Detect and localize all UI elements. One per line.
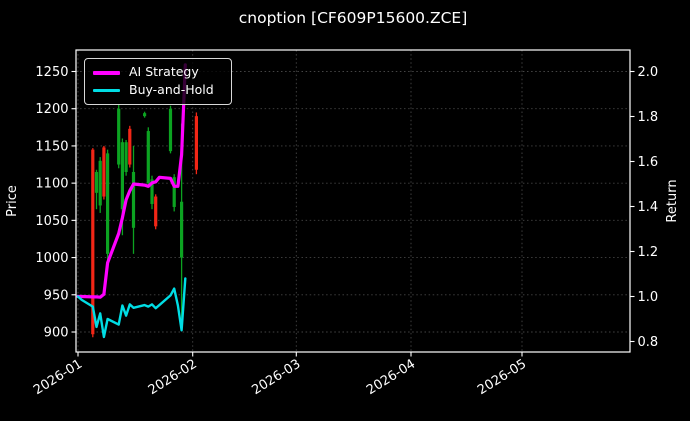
candle-body (150, 179, 154, 204)
price-tick-label: 1150 (35, 139, 68, 154)
buy-and-hold-line-swatch (93, 88, 120, 92)
series-line-buy-and-hold (76, 277, 187, 339)
candle-body (106, 153, 110, 254)
return-tick-label: 1.4 (638, 200, 659, 215)
price-tick-label: 1250 (35, 65, 68, 80)
price-tick-label: 1100 (35, 177, 68, 192)
candle-layer (91, 104, 198, 338)
legend-item-buy-and-hold: Buy-and-Hold (93, 84, 223, 97)
candle-body (146, 131, 150, 184)
legend-item-ai-strategy: AI Strategy (93, 66, 223, 79)
price-tick-label: 1000 (35, 251, 68, 266)
plot-border (75, 49, 631, 353)
price-tick-label: 900 (44, 326, 69, 341)
return-tick-label: 1.2 (638, 245, 659, 260)
series-line-ai-strategy (76, 63, 187, 299)
candle-body (131, 171, 136, 228)
x-tick-label: 2026-03 (249, 357, 303, 399)
return-tick-label: 1.0 (638, 290, 659, 305)
legend-label-ai-strategy: AI Strategy (129, 64, 199, 80)
return-tick-label: 2.0 (638, 65, 659, 80)
candle-body (91, 149, 95, 335)
chart-title: cnoption [CF609P15600.ZCE] (239, 9, 468, 27)
candle-body (172, 177, 176, 207)
candle-body (102, 147, 106, 197)
candle-body (124, 142, 128, 172)
price-tick-label: 1200 (35, 102, 68, 117)
tick-layer: 900 950 1000 1050 1100 1150 1200 1250 0.8 1.0 1.2 1… (31, 65, 658, 398)
candle-body (98, 160, 102, 206)
candle-body (194, 116, 198, 170)
price-axis-label: Price (5, 185, 20, 217)
candle-body (168, 108, 173, 152)
line-layer (76, 63, 187, 339)
x-tick-label: 2026-02 (146, 357, 200, 399)
candle-body (120, 142, 124, 210)
legend: AI Strategy Buy-and-Hold (84, 58, 232, 105)
price-tick-label: 1050 (35, 214, 68, 229)
candle-body (128, 128, 132, 165)
legend-label-buy-and-hold: Buy-and-Hold (129, 82, 214, 98)
return-tick-label: 1.6 (638, 155, 659, 170)
candle-body (94, 171, 99, 193)
candle-body (180, 201, 184, 258)
candle-body (117, 108, 121, 165)
return-tick-label: 0.8 (638, 335, 659, 350)
x-tick-label: 2026-05 (475, 357, 529, 399)
return-axis-label: Return (665, 179, 680, 222)
return-tick-label: 1.8 (638, 110, 659, 125)
candle-body (154, 196, 158, 227)
candle-body (143, 113, 147, 117)
ai-strategy-line-swatch (93, 70, 120, 75)
x-tick-label: 2026-04 (364, 357, 418, 399)
x-tick-label: 2026-01 (31, 357, 85, 399)
price-tick-label: 950 (44, 288, 69, 303)
